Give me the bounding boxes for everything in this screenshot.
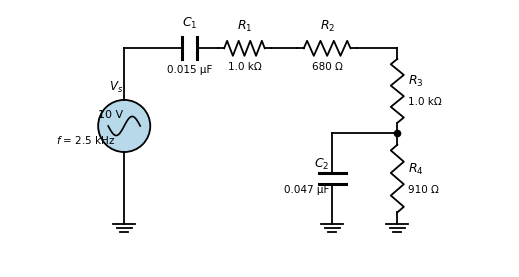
Text: $f$ = 2.5 kHz: $f$ = 2.5 kHz — [56, 134, 115, 146]
Text: 0.015 μF: 0.015 μF — [167, 65, 212, 75]
Text: $C_1$: $C_1$ — [182, 16, 197, 31]
Text: $R_2$: $R_2$ — [320, 19, 335, 34]
Circle shape — [98, 100, 151, 152]
Text: 0.047 μF: 0.047 μF — [284, 184, 330, 195]
Text: 910 Ω: 910 Ω — [408, 184, 439, 195]
Text: $R_4$: $R_4$ — [408, 162, 424, 177]
Text: $R_1$: $R_1$ — [237, 19, 252, 34]
Text: 680 Ω: 680 Ω — [312, 62, 343, 72]
Text: $V_s$: $V_s$ — [109, 80, 123, 95]
Text: 1.0 kΩ: 1.0 kΩ — [408, 97, 442, 107]
Text: 10 V: 10 V — [98, 110, 123, 120]
Text: $C_2$: $C_2$ — [315, 157, 330, 172]
Text: $R_3$: $R_3$ — [408, 74, 424, 89]
Text: 1.0 kΩ: 1.0 kΩ — [228, 62, 262, 72]
